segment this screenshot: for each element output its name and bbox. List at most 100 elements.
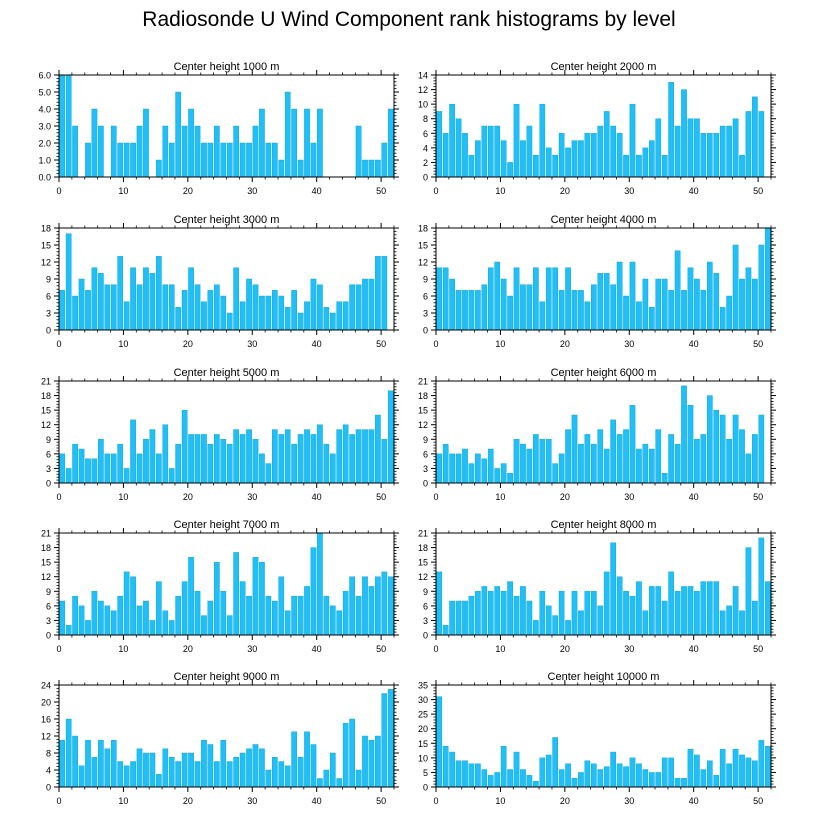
histogram-bar [649,772,655,788]
histogram-bar [745,547,752,636]
x-tick-label: 10 [118,492,128,502]
histogram-bar [194,434,201,484]
histogram-bar [668,757,674,788]
histogram-bar [201,142,207,178]
y-tick-label: 1.0 [38,156,51,166]
histogram-bar [310,547,317,636]
histogram-bar [513,267,520,331]
histogram-bar [207,600,214,636]
histogram-bar [91,267,98,331]
x-tick-label: 20 [560,492,570,502]
histogram-bar [558,769,565,788]
histogram-bar [310,142,317,178]
histogram-bar [764,746,771,788]
histogram-bar [578,140,584,178]
x-tick-label: 0 [433,492,438,502]
histogram-bar [610,284,616,331]
histogram-bar [623,154,629,178]
histogram-bar [336,778,343,788]
histogram-bar [239,752,246,788]
histogram-bar [246,278,252,331]
histogram-bar [758,111,765,178]
histogram-bar [481,458,488,484]
histogram-bar [355,429,362,484]
x-tick-label: 0 [433,644,438,654]
y-tick-label: 12 [418,85,428,95]
histogram-bar [85,142,91,178]
histogram-bar [168,142,175,178]
histogram-bar [623,429,629,484]
histogram-bar [98,125,104,178]
x-tick-label: 50 [376,339,386,349]
y-tick-label: 6.0 [38,71,51,81]
histogram-bar [362,159,368,178]
x-tick-label: 40 [312,339,322,349]
y-tick-label: 9 [46,587,51,597]
histogram-bar [616,576,623,636]
histogram-bar [597,125,604,178]
histogram-bar [713,775,720,788]
histogram-bar [649,448,655,484]
histogram-bar [713,273,720,331]
histogram-bar [681,778,687,788]
histogram-bar [181,290,188,331]
panel-title: Center height 9000 m [174,671,280,683]
histogram-bar [149,429,156,484]
histogram-bar [387,689,394,788]
y-tick-label: 12 [41,258,51,268]
histogram-bar [661,154,668,178]
histogram-bar [513,595,520,636]
y-tick-label: 6 [423,449,428,459]
histogram-bar [468,290,475,331]
histogram-bar [246,748,252,788]
histogram-bar [475,140,481,178]
histogram-bar [752,760,758,788]
histogram-bar [317,532,323,636]
histogram-bar [584,133,591,178]
histogram-bar [584,301,591,331]
histogram-bar [558,453,565,484]
histogram-bar [329,752,336,788]
histogram-bar [78,605,85,636]
histogram-bar [265,463,272,484]
histogram-bar [310,434,317,484]
y-tick-label: 3 [46,616,51,626]
x-tick-label: 10 [495,339,505,349]
histogram-bar [558,133,565,178]
y-tick-label: 12 [41,420,51,430]
y-tick-label: 0 [423,326,428,336]
histogram-bar [349,284,355,331]
histogram-bar [104,748,111,788]
histogram-bar [233,267,239,331]
y-tick-label: 18 [418,224,428,234]
histogram-bar [284,610,291,636]
histogram-bar [571,290,578,331]
histogram-bar [59,600,66,636]
y-tick-label: 5.0 [38,88,51,98]
x-tick-label: 50 [376,644,386,654]
histogram-bar [636,763,642,788]
histogram-bar [449,278,455,331]
histogram-bar [700,434,707,484]
histogram-bar [591,443,597,484]
x-tick-label: 50 [753,186,763,196]
x-tick-label: 40 [689,339,699,349]
histogram-bar [355,125,362,178]
histogram-bar [694,591,700,636]
histogram-bar [284,91,291,178]
histogram-bar [636,154,642,178]
histogram-bar [642,443,649,484]
histogram-bar [752,600,758,636]
histogram-bar [355,595,362,636]
histogram-bar [342,591,349,636]
histogram-bar [513,103,520,178]
histogram-bar [143,108,149,178]
histogram-bar [136,125,143,178]
histogram-bar [674,443,681,484]
histogram-bar [149,273,156,331]
histogram-bar [668,434,674,484]
histogram-bar [336,301,343,331]
x-tick-label: 20 [183,796,193,806]
histogram-bar [278,761,285,788]
histogram-bar [468,154,475,178]
